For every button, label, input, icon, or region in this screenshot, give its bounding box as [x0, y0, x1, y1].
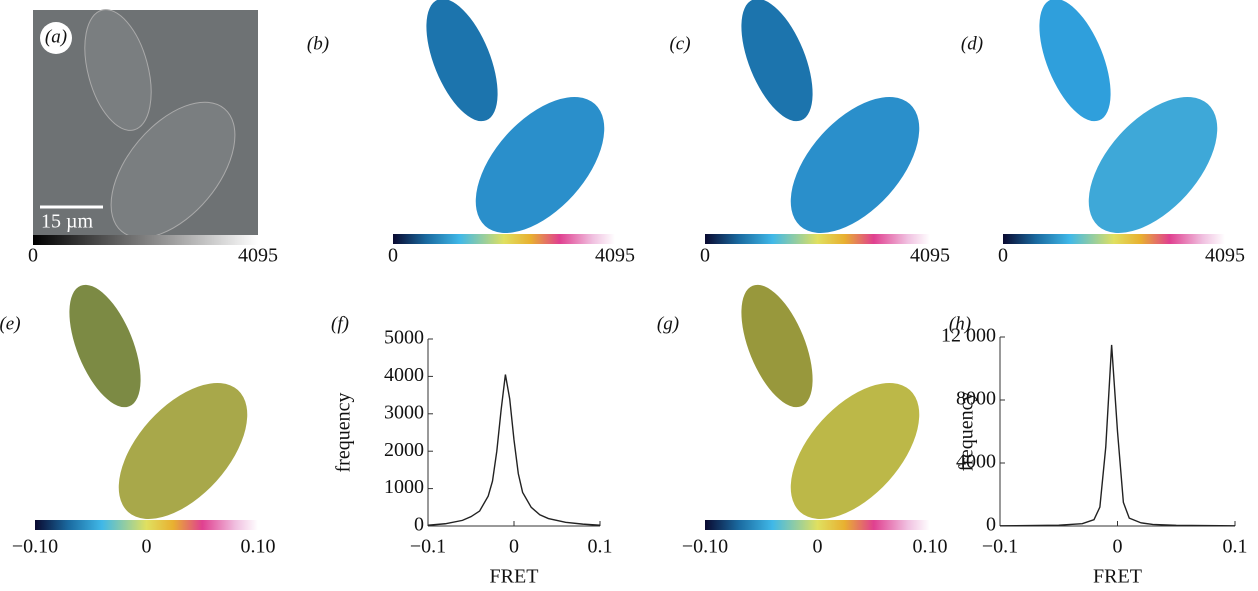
colorbar-label: 4095: [1205, 245, 1245, 267]
y-tick-label: 5000: [384, 327, 424, 349]
y-axis-label: frequency: [956, 392, 978, 472]
x-axis-label: FRET: [1093, 566, 1142, 588]
colorbar-label: −0.10: [682, 536, 728, 558]
cell: [1088, 97, 1218, 233]
panel-label: (b): [307, 33, 329, 54]
y-tick-label: 4000: [956, 451, 996, 473]
y-tick-label: 0: [414, 514, 424, 536]
cell: [118, 383, 248, 519]
panel-label: (h): [949, 313, 971, 334]
x-tick-label: 0.1: [1223, 536, 1248, 558]
cell: [110, 101, 236, 239]
x-tick-label: −0.1: [410, 536, 446, 558]
y-tick-label: 2000: [384, 439, 424, 461]
scale-bar-label: 15 µm: [41, 211, 94, 233]
colorbar: [393, 234, 615, 244]
panel-label: (a): [45, 26, 67, 47]
panel-label: (g): [657, 313, 679, 334]
cell: [790, 97, 920, 233]
colorbar-label: 4095: [595, 245, 635, 267]
cell: [475, 97, 605, 233]
panel-label: (e): [0, 313, 21, 334]
colorbar-label: 0: [700, 245, 710, 267]
colorbar: [33, 235, 258, 245]
cell: [84, 9, 152, 131]
cell: [741, 284, 813, 408]
histogram-line: [427, 374, 601, 526]
y-tick-label: 3000: [384, 401, 424, 423]
cell: [741, 0, 813, 122]
cell: [426, 0, 498, 122]
colorbar: [1003, 234, 1225, 244]
colorbar-label: 4095: [238, 245, 278, 267]
x-tick-label: −0.1: [982, 536, 1018, 558]
y-tick-label: 1000: [384, 476, 424, 498]
cell: [69, 284, 141, 408]
label-badge: [40, 22, 72, 54]
y-tick-label: 4000: [384, 364, 424, 386]
x-tick-label: 0: [1113, 536, 1123, 558]
colorbar-label: 0: [28, 245, 38, 267]
cell: [790, 383, 920, 519]
colorbar-label: 0: [142, 536, 152, 558]
y-axis-label: frequency: [333, 393, 355, 473]
colorbar-label: 4095: [910, 245, 950, 267]
colorbar-label: 0: [998, 245, 1008, 267]
x-tick-label: 0.1: [588, 536, 613, 558]
panel-label: (d): [961, 33, 983, 54]
x-axis-label: FRET: [490, 566, 539, 588]
y-tick-label: 12 000: [941, 325, 996, 347]
panel-label: (f): [331, 313, 349, 334]
colorbar-label: 0.10: [241, 536, 276, 558]
panel-label: (c): [669, 33, 690, 54]
x-tick-label: 0: [509, 536, 519, 558]
colorbar: [705, 520, 930, 530]
colorbar: [35, 520, 258, 530]
colorbar: [705, 234, 930, 244]
colorbar-label: 0.10: [913, 536, 948, 558]
colorbar-label: 0: [813, 536, 823, 558]
colorbar-label: 0: [388, 245, 398, 267]
colorbar-label: −0.10: [12, 536, 58, 558]
histogram-line: [999, 344, 1236, 527]
y-tick-label: 0: [986, 514, 996, 536]
y-tick-label: 8000: [956, 388, 996, 410]
cell: [1039, 0, 1111, 122]
